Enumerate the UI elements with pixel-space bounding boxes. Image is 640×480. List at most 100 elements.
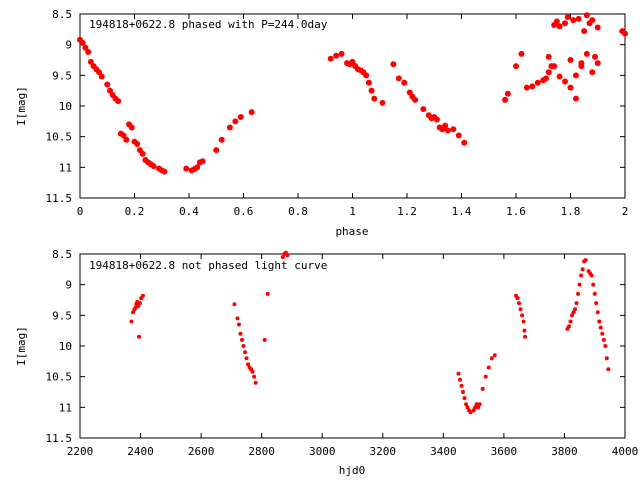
x-tick-label: 2 [622,205,629,218]
y-tick-label: 8.5 [52,248,72,261]
x-tick-label: 0.4 [179,205,199,218]
data-point [513,63,519,70]
data-point [140,293,145,298]
data-point [85,49,92,56]
data-point [520,313,525,318]
data-point [363,72,370,79]
x-axis-ticks: 2200 2400 2600 2800 3000 3200 3400 3600 3800 4000 [67,254,639,458]
x-tick-label: 2800 [248,445,275,458]
data-point [194,164,201,171]
data-point [583,258,588,263]
y-tick-label: 10 [59,100,72,113]
y-tick-label: 9.5 [52,69,72,82]
x-tick-label: 0 [77,205,84,218]
data-point [594,60,601,67]
data-point [580,267,585,272]
data-point [483,374,488,379]
data-point [517,301,522,306]
x-tick-label: 4000 [612,445,639,458]
y-tick-label: 9 [65,279,72,292]
data-point [252,374,257,379]
data-point [598,325,603,330]
data-point [412,96,419,103]
data-point [571,310,576,315]
data-point [570,313,575,318]
data-point [87,58,94,65]
data-point [545,53,552,60]
data-point [566,324,571,329]
data-point [406,89,413,96]
data-point [444,127,451,134]
data-point [594,301,599,306]
data-point [123,136,130,143]
data-point [573,307,578,312]
data-point [459,383,464,388]
x-tick-label: 1.2 [397,205,417,218]
data-point [518,307,523,312]
data-point [502,96,509,103]
data-point [262,337,267,342]
data-point [120,132,127,139]
unphased-light-curve-plot: 194818+0622.8 not phased light curve hjd… [15,248,638,477]
y-tick-label: 11 [59,401,72,414]
data-point [622,30,628,37]
data-point [464,402,469,407]
data-point [576,291,581,296]
data-point [551,63,558,70]
data-point [235,316,240,321]
data-point [465,405,470,410]
data-point [239,337,244,342]
data-point [461,390,466,394]
data-points [77,12,628,175]
y-tick-label: 11 [59,161,72,174]
data-point [603,344,608,348]
data-point [248,109,255,116]
data-point [401,79,408,86]
data-point [567,57,574,63]
data-point [243,350,248,355]
data-point [486,365,491,370]
x-tick-label: 3000 [309,445,336,458]
data-point [589,17,596,24]
data-point [183,165,190,172]
x-tick-label: 2200 [67,445,94,458]
data-point [578,60,585,67]
data-point [468,410,473,415]
data-point [265,291,270,296]
data-point [442,122,449,129]
data-point [545,69,552,76]
data-point [579,273,584,278]
y-tick-label: 9 [65,39,72,52]
data-point [371,95,378,102]
x-tick-label: 1.4 [452,205,472,218]
data-point [529,83,536,90]
data-point [420,106,427,113]
data-points [129,250,611,415]
chart-title: 194818+0622.8 not phased light curve [89,259,327,272]
y-tick-label: 8.5 [52,8,72,21]
y-tick-label: 11.5 [46,432,73,445]
data-point [244,356,249,361]
data-point [455,132,462,139]
data-point [226,124,233,131]
data-point [542,75,549,82]
data-point [567,84,574,91]
y-tick-label: 10.5 [46,131,73,144]
data-point [572,72,579,79]
data-point [562,78,569,85]
data-point [253,380,258,385]
x-tick-label: 3800 [551,445,578,458]
data-point [365,79,372,86]
data-point [601,337,606,342]
data-point [595,310,600,315]
data-point [577,282,582,287]
data-point [572,95,579,102]
data-point [471,408,476,413]
x-axis-ticks: 0 0.2 0.4 0.6 0.8 1 1.2 1.4 1.6 1.8 2 [77,14,629,218]
data-point [556,73,563,80]
data-point [564,14,571,21]
data-point [489,356,494,361]
data-point [606,367,611,372]
x-tick-label: 3600 [491,445,518,458]
data-point [581,28,588,35]
